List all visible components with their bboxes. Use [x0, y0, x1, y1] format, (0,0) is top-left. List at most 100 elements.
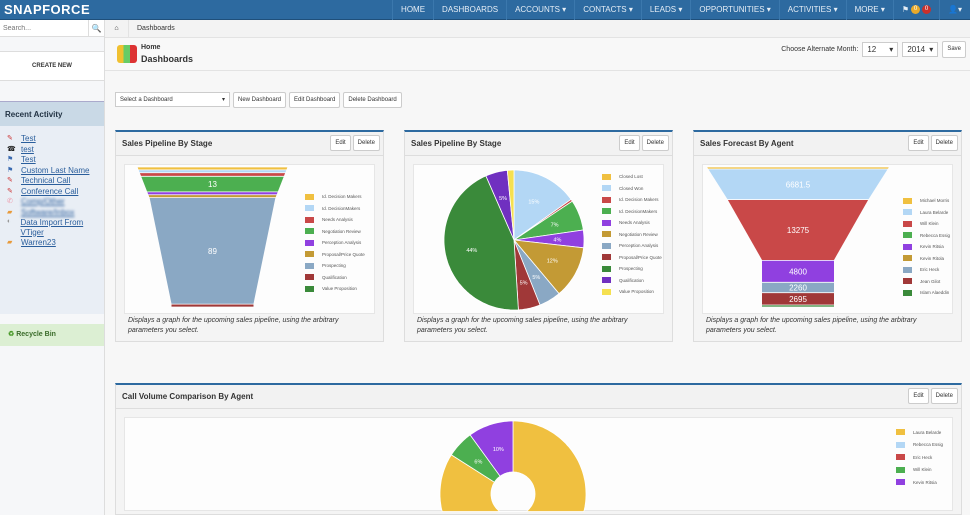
edit-dashboard-button[interactable]: Edit Dashboard: [289, 92, 341, 108]
legend-swatch: [602, 242, 611, 249]
funnel-data-label: 89: [208, 247, 217, 256]
recent-activity-link[interactable]: Test: [21, 134, 36, 143]
recent-activity-link[interactable]: Data Import From VTiger: [20, 218, 84, 237]
legend-item[interactable]: Closed Lost: [602, 171, 662, 183]
delete-widget-button[interactable]: Delete: [930, 388, 958, 404]
nav-item[interactable]: ACTIVITIES ▾: [778, 0, 846, 20]
page-supertitle: Home: [141, 44, 161, 51]
legend-item[interactable]: Kevin Ritola: [903, 253, 950, 265]
nav-item[interactable]: DASHBOARDS: [433, 0, 506, 20]
legend-item[interactable]: Id. Decision Makers: [305, 191, 365, 203]
recent-activity-link[interactable]: Custom Last Name: [21, 165, 90, 175]
legend-item[interactable]: Negotiation Review: [305, 226, 365, 238]
dashboard-select[interactable]: Select a Dashboard ▾: [115, 92, 230, 107]
edit-widget-button[interactable]: Edit: [330, 135, 351, 151]
user-icon: 👤: [948, 5, 958, 14]
funnel-segment: [139, 173, 286, 176]
legend-item[interactable]: Negotiation Review: [602, 229, 662, 241]
legend-item[interactable]: Perception Analysis: [602, 240, 662, 252]
nav-item[interactable]: OPPORTUNITIES ▾: [690, 0, 778, 20]
recent-activity-link[interactable]: Software/Inbox: [21, 207, 75, 217]
nav-item[interactable]: HOME: [392, 0, 433, 20]
edit-widget-button[interactable]: Edit: [908, 388, 929, 404]
legend-item[interactable]: Eric Heck: [896, 451, 943, 464]
legend-swatch: [896, 429, 905, 436]
recent-activity-link[interactable]: Technical Call: [21, 176, 71, 185]
notifications[interactable]: ⚑ 0 0: [892, 0, 939, 20]
recent-activity-link[interactable]: Test: [21, 155, 36, 164]
delete-widget-button[interactable]: Delete: [930, 135, 958, 151]
legend-swatch: [602, 173, 611, 180]
main-content: ⌂ Dashboards Home Dashboards Choose Alte…: [105, 19, 970, 515]
legend-swatch: [602, 208, 611, 215]
new-dashboard-button[interactable]: New Dashboard: [233, 92, 287, 108]
legend-swatch: [903, 266, 912, 273]
legend-item[interactable]: Id. DecisionMakers: [305, 203, 365, 215]
nav-item[interactable]: MORE ▾: [845, 0, 893, 20]
month-select[interactable]: 12 ▾: [862, 42, 899, 57]
legend-swatch: [903, 278, 912, 285]
alert-badge: 0: [922, 5, 932, 14]
year-select[interactable]: 2014 ▾: [902, 42, 939, 57]
legend-item[interactable]: Jean Gilot: [903, 276, 950, 288]
legend-label: Negotiation Review: [322, 228, 361, 234]
legend-item[interactable]: Michael Morris: [903, 195, 950, 207]
legend-item[interactable]: Prospecting: [305, 260, 365, 272]
legend-item[interactable]: Rebecca Essig: [903, 230, 950, 242]
legend-swatch: [305, 216, 314, 223]
legend-item[interactable]: Laura Belarde: [903, 207, 950, 219]
legend-item[interactable]: Needs Analysis: [305, 214, 365, 226]
legend-item[interactable]: Islam Alaeddin: [903, 287, 950, 299]
legend-item[interactable]: Closed Won: [602, 183, 662, 195]
recent-activity-link[interactable]: Conference Call: [21, 186, 79, 196]
recycle-bin-link[interactable]: ♻ Recycle Bin: [0, 324, 104, 346]
legend-item[interactable]: Proposal/Price Quote: [305, 249, 365, 261]
legend-item[interactable]: Eric Heck: [903, 264, 950, 276]
legend-item[interactable]: Prospecting: [602, 263, 662, 275]
nav-item[interactable]: LEADS ▾: [640, 0, 690, 20]
snapforce-logo[interactable]: SNAPFORCE: [4, 2, 91, 17]
delete-dashboard-button[interactable]: Delete Dashboard: [343, 92, 402, 108]
pie-data-label: 5%: [499, 196, 507, 202]
dashboard-panel: Sales Pipeline By Stage Edit Delete 13 89 Id.…: [115, 130, 384, 342]
legend-item[interactable]: Id. DecisionMakers: [602, 206, 662, 218]
notification-badge: 0: [911, 5, 921, 14]
nav-item[interactable]: CONTACTS ▾: [574, 0, 641, 20]
search-icon[interactable]: 🔍: [88, 20, 104, 36]
recent-activity-link[interactable]: Comp/Other: [21, 197, 65, 206]
legend-item[interactable]: Perception Analysis: [305, 237, 365, 249]
recent-activity-link[interactable]: test: [21, 144, 34, 154]
home-icon[interactable]: ⌂: [105, 19, 129, 38]
year-value: 2014: [907, 44, 926, 54]
legend-item[interactable]: Qualification: [602, 275, 662, 287]
user-menu[interactable]: 👤 ▾: [939, 0, 970, 20]
legend-item[interactable]: Value Proposition: [602, 286, 662, 298]
search-input[interactable]: [0, 20, 88, 36]
legend-item[interactable]: Kevin Ritsia: [896, 476, 943, 489]
edit-widget-button[interactable]: Edit: [619, 135, 640, 151]
chart-legend: Michael Morris Laura Belarde Will Klein Reb…: [903, 195, 950, 299]
legend-item[interactable]: Proposal/Price Quote: [602, 252, 662, 264]
funnel-segment: [148, 195, 277, 198]
pie-slice: [469, 420, 514, 477]
legend-item[interactable]: Value Proposition: [305, 283, 365, 295]
legend-item[interactable]: Rebecca Essig: [896, 439, 943, 452]
legend-item[interactable]: Will Klein: [903, 218, 950, 230]
legend-item[interactable]: Kevin Ritsia: [903, 241, 950, 253]
legend-item[interactable]: Qualification: [305, 272, 365, 284]
recent-activity-link[interactable]: Warren23: [21, 238, 56, 247]
legend-swatch: [903, 197, 912, 204]
edit-widget-button[interactable]: Edit: [908, 135, 929, 151]
import-icon: ◐: [7, 218, 12, 225]
delete-widget-button[interactable]: Delete: [352, 135, 380, 151]
funnel-segment: [727, 199, 869, 260]
nav-item[interactable]: ACCOUNTS ▾: [506, 0, 574, 20]
legend-item[interactable]: Will Klein: [896, 464, 943, 477]
legend-item[interactable]: Laura Belarde: [896, 426, 943, 439]
delete-widget-button[interactable]: Delete: [641, 135, 669, 151]
legend-item[interactable]: Id. Decision Makers: [602, 194, 662, 206]
legend-item[interactable]: Needs Analysis: [602, 217, 662, 229]
save-button[interactable]: Save: [942, 41, 966, 58]
create-new-button[interactable]: CREATE NEW: [0, 51, 104, 81]
user-menu-caret: ▾: [957, 5, 962, 14]
